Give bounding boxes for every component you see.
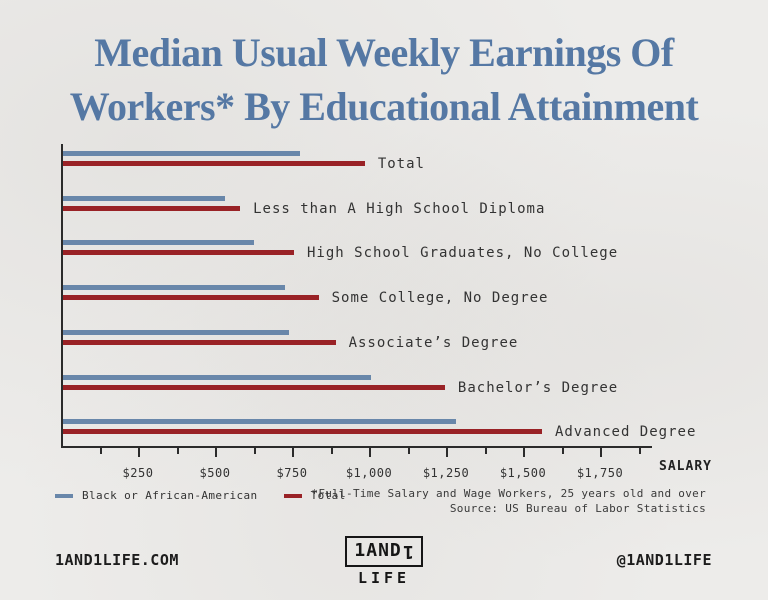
brand-logo-box: 1AND1 [345,536,423,567]
bar-black-or-african-american [63,374,371,380]
logo-char: D [389,540,402,561]
legend-label: Black or African-American [82,489,258,502]
y-axis-line [61,144,63,448]
tick-label: $1,500 [499,466,547,480]
logo-char: 1 [354,540,367,561]
legend-swatch [55,493,73,498]
bar-black-or-african-american [63,195,225,201]
tick-label: $500 [199,466,231,480]
bar-total [63,339,336,345]
legend: Black or African-American Total [55,489,346,502]
page-title-line-2: Workers* By Educational Attainment [69,84,699,129]
category-label: Associate’s Degree [348,334,519,351]
major-tick [446,448,448,457]
legend-item: Black or African-American [55,489,258,502]
footnote: *Full-Time Salary and Wage Workers, 25 y… [311,487,706,516]
tick-label: $1,000 [345,466,393,480]
bar-black-or-african-american [63,240,254,246]
page-title: Median Usual Weekly Earnings Of Workers*… [0,26,768,134]
minor-tick [99,448,102,454]
category-label: High School Graduates, No College [307,245,619,262]
tick-label: $1,250 [422,466,470,480]
category-label: Bachelor’s Degree [457,379,619,396]
bar-total [63,161,365,166]
x-axis-title: SALARY [659,459,712,474]
legend-swatch [283,493,302,498]
major-tick [138,448,140,457]
bar-black-or-african-american [63,329,290,335]
legend-label: Total [310,489,346,502]
x-axis-line [61,446,652,448]
bar-total [63,250,294,256]
bar-black-or-african-american [63,151,301,156]
minor-tick [330,448,333,454]
logo-char: 1 [401,541,414,562]
category-label: Some College, No Degree [331,290,549,307]
minor-tick [638,448,641,454]
category-label: Total [377,156,425,172]
footnote-line-2: Source: US Bureau of Labor Statistics [449,501,706,515]
major-tick [215,448,217,457]
major-tick [292,448,294,457]
bar-black-or-african-american [63,285,285,291]
tick-label: $1,750 [576,466,624,480]
minor-tick [253,448,256,454]
minor-tick [561,448,564,454]
page-title-line-1: Median Usual Weekly Earnings Of [94,30,674,75]
social-handle: @1AND1LIFE [616,551,712,569]
bar-total [63,295,319,301]
logo-char: A [366,540,379,561]
bar-black-or-african-american [63,419,456,425]
footnote-line-1: *Full-Time Salary and Wage Workers, 25 y… [311,487,706,500]
tick-label: $750 [276,466,308,480]
major-tick [600,448,602,457]
major-tick [369,448,371,457]
minor-tick [484,448,487,454]
bar-total [63,429,542,435]
category-label: Advanced Degree [554,424,697,441]
website-text: 1AND1LIFE.COM [55,551,179,569]
legend-item: Total [283,489,346,502]
minor-tick [176,448,179,454]
major-tick [523,448,525,457]
bar-total [63,205,241,211]
minor-tick [407,448,410,454]
bar-total [63,384,445,390]
tick-label: $250 [122,466,154,480]
logo-char: N [378,540,390,561]
brand-logo-life: LIFE [357,569,411,587]
brand-logo: 1AND1 LIFE [0,536,768,587]
category-label: Less than A High School Diploma [253,200,546,217]
